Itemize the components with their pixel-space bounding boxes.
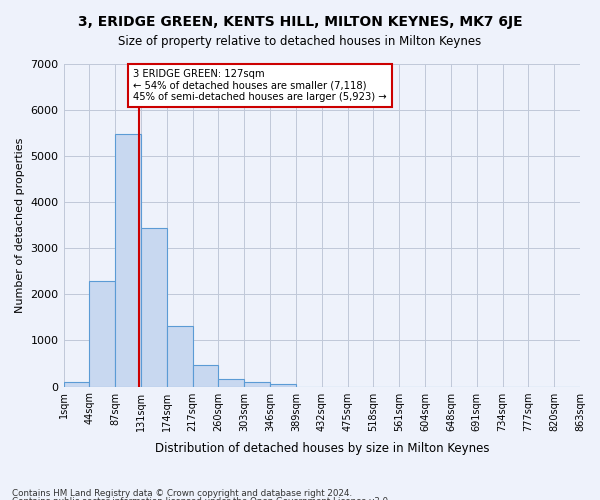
Text: Size of property relative to detached houses in Milton Keynes: Size of property relative to detached ho… (118, 35, 482, 48)
Bar (218, 379, 244, 386)
Bar (270, 384, 296, 386)
X-axis label: Distribution of detached houses by size in Milton Keynes: Distribution of detached houses by size … (155, 442, 489, 455)
Text: 3 ERIDGE GREEN: 127sqm
← 54% of detached houses are smaller (7,118)
45% of semi-: 3 ERIDGE GREEN: 127sqm ← 54% of detached… (133, 69, 387, 102)
Bar (89, 280, 115, 386)
Text: 3, ERIDGE GREEN, KENTS HILL, MILTON KEYNES, MK7 6JE: 3, ERIDGE GREEN, KENTS HILL, MILTON KEYN… (77, 15, 523, 29)
Text: Contains public sector information licensed under the Open Government Licence v3: Contains public sector information licen… (12, 497, 391, 500)
Bar (115, 134, 141, 386)
Text: Contains HM Land Registry data © Crown copyright and database right 2024.: Contains HM Land Registry data © Crown c… (12, 488, 352, 498)
Bar (244, 382, 270, 386)
Bar (141, 228, 167, 386)
Y-axis label: Number of detached properties: Number of detached properties (15, 138, 25, 313)
Bar (167, 326, 193, 386)
Bar (64, 382, 89, 386)
Bar (193, 365, 218, 386)
